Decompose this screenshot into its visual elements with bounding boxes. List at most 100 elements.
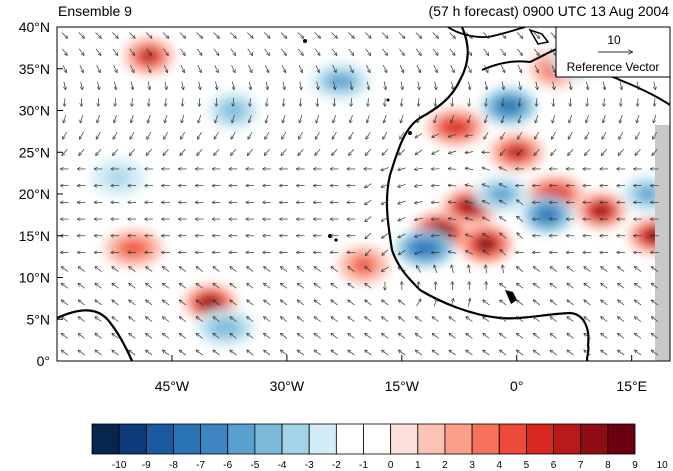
wind-arrow — [432, 252, 440, 253]
wind-arrow — [95, 317, 102, 322]
wind-arrow — [618, 283, 625, 289]
wind-arrow — [264, 283, 271, 289]
wind-arrow — [499, 184, 507, 188]
wind-arrow — [298, 64, 302, 72]
wind-arrow — [653, 114, 657, 123]
wind-arrow — [61, 32, 68, 39]
wind-arrow — [399, 317, 406, 322]
wind-arrow — [382, 216, 389, 221]
colorbar-tick-label: 2 — [442, 460, 448, 471]
colorbar-swatch — [173, 423, 201, 455]
wind-arrow — [213, 267, 220, 272]
wind-arrow — [432, 317, 439, 322]
wind-arrow — [399, 149, 406, 155]
wind-arrow — [449, 317, 456, 322]
wind-arrow — [585, 148, 591, 155]
wind-arrow — [482, 201, 490, 205]
wind-arrow — [78, 334, 85, 339]
wind-arrow — [415, 149, 423, 154]
colorbar-tick-label: 9 — [632, 460, 638, 471]
wind-arrow — [331, 317, 338, 322]
wind-arrow — [468, 299, 470, 307]
wind-arrow — [569, 114, 572, 123]
wind-arrow — [603, 81, 605, 90]
wind-arrow — [398, 184, 406, 186]
colorbar-tick-label: -7 — [196, 460, 205, 471]
wind-arrow — [231, 64, 235, 72]
wind-arrow — [149, 98, 150, 106]
colorbar-tick-label: 5 — [524, 460, 530, 471]
anomaly-blob — [106, 169, 131, 185]
wind-arrow — [332, 131, 337, 139]
wind-arrow — [163, 48, 168, 55]
wind-arrow — [620, 81, 622, 90]
colorbar-tick-label: 10 — [657, 460, 669, 471]
wind-arrow — [146, 300, 153, 306]
wind-arrow — [584, 350, 591, 356]
colorbar-swatch — [417, 423, 446, 455]
wind-arrow — [216, 81, 218, 90]
wind-arrow — [482, 184, 490, 188]
wind-arrow — [415, 317, 423, 322]
wind-arrow — [179, 283, 187, 289]
wind-arrow — [79, 64, 83, 72]
wind-arrow — [553, 98, 554, 106]
wind-arrow — [367, 81, 369, 90]
wind-arrow — [567, 334, 574, 339]
wind-arrow — [366, 64, 369, 72]
wind-arrow — [129, 300, 136, 306]
wind-arrow — [398, 250, 406, 254]
wind-arrow — [331, 32, 338, 39]
wind-arrow — [381, 32, 388, 39]
colorbar-swatch — [200, 423, 229, 455]
wind-arrow — [584, 283, 591, 289]
wind-arrow — [382, 249, 389, 255]
wind-arrow — [250, 98, 251, 106]
wind-arrow — [95, 48, 101, 55]
wind-arrow — [284, 98, 285, 106]
wind-arrow — [483, 217, 490, 222]
wind-arrow — [132, 98, 133, 106]
anomaly-blob — [497, 98, 522, 114]
wind-arrow — [365, 183, 372, 188]
wind-arrow — [146, 317, 153, 322]
colorbar-tick-label: 8 — [605, 460, 611, 471]
wind-arrow — [113, 148, 119, 155]
wind-arrow — [401, 114, 404, 123]
wind-arrow — [214, 131, 219, 139]
wind-arrow — [483, 234, 490, 239]
wind-arrow — [98, 98, 99, 106]
wind-arrow — [584, 317, 591, 322]
wind-arrow — [586, 81, 588, 90]
colorbar-swatch — [526, 423, 554, 455]
wind-arrow — [163, 283, 170, 289]
map-plot-area — [57, 27, 670, 361]
wind-arrow — [449, 334, 456, 339]
wind-arrow — [500, 317, 507, 322]
wind-arrow — [587, 98, 588, 106]
wind-arrow — [415, 250, 423, 254]
wind-arrow — [485, 81, 487, 90]
wind-arrow — [281, 267, 288, 272]
wind-arrow — [230, 32, 236, 39]
wind-arrow — [502, 114, 505, 123]
wind-arrow — [196, 350, 203, 356]
wind-arrow — [483, 250, 490, 256]
wind-arrow — [534, 48, 539, 55]
wind-arrow — [61, 300, 69, 306]
wind-arrow — [281, 48, 286, 55]
wind-arrow — [314, 334, 321, 339]
wind-arrow — [163, 317, 170, 322]
wind-arrow — [78, 32, 85, 39]
wind-arrow — [298, 148, 304, 155]
wind-arrow — [635, 334, 642, 339]
wind-arrow — [64, 81, 66, 90]
wind-arrow — [449, 150, 457, 154]
wind-arrow — [448, 169, 457, 170]
wind-arrow — [231, 131, 236, 139]
wind-arrow — [533, 317, 541, 322]
wind-arrow — [146, 350, 153, 356]
wind-arrow — [334, 98, 335, 106]
wind-arrow — [567, 350, 574, 356]
wind-arrow — [113, 64, 117, 72]
